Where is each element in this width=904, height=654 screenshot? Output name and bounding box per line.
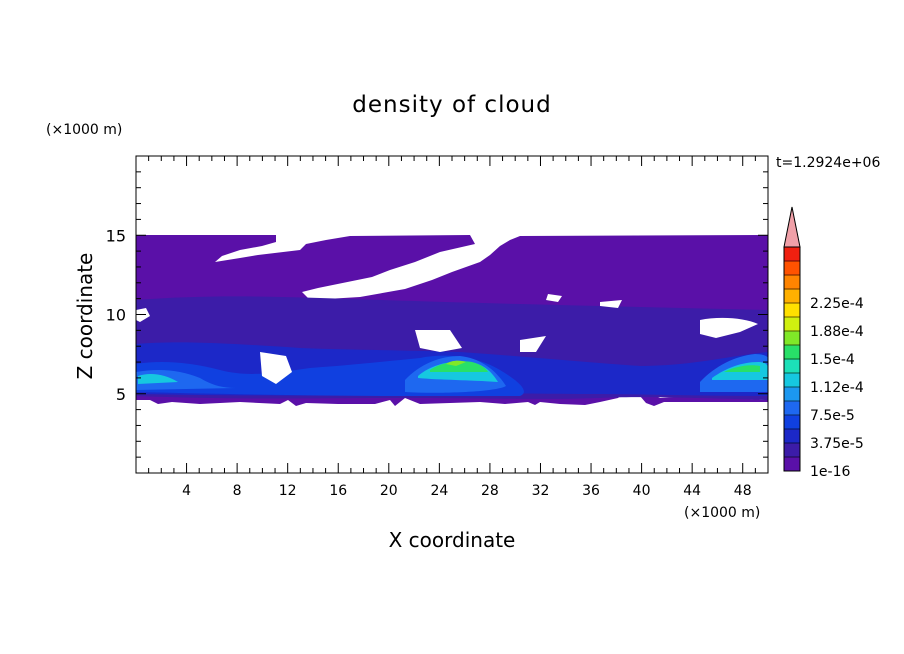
y-unit-label: (×1000 m): [46, 122, 122, 138]
colorbar-label: 1.5e-4: [810, 352, 855, 368]
colorbar-swatch: [784, 429, 800, 444]
x-tick-label: 28: [481, 483, 499, 499]
y-axis-label: Z coordinate: [73, 253, 97, 380]
colorbar-swatch: [784, 415, 800, 430]
x-tick-label: 32: [532, 483, 550, 499]
x-tick-label: 12: [279, 483, 297, 499]
x-tick-label: 4: [182, 483, 191, 499]
colorbar-label: 1.88e-4: [810, 324, 864, 340]
colorbar-swatch: [784, 401, 800, 416]
colorbar-label: 7.5e-5: [810, 408, 855, 424]
x-unit-label: (×1000 m): [684, 505, 760, 521]
colorbar-swatch: [784, 373, 800, 388]
colorbar-swatch: [784, 359, 800, 374]
x-tick-label: 8: [233, 483, 242, 499]
x-tick-label: 16: [329, 483, 347, 499]
colorbar-swatch: [784, 331, 800, 346]
x-tick-label: 36: [582, 483, 600, 499]
colorbar-label: 3.75e-5: [810, 436, 864, 452]
x-tick-label: 24: [430, 483, 448, 499]
x-tick-label: 48: [734, 483, 752, 499]
colorbar-swatch: [784, 345, 800, 360]
x-axis: 4 8 12 16 20 24 28 32 36 40 44 48: [148, 156, 756, 499]
cloud-layer-6: [138, 361, 768, 384]
x-tick-label: 20: [380, 483, 398, 499]
x-tick-label: 40: [633, 483, 651, 499]
colorbar-swatch: [784, 247, 800, 262]
chart-title: density of cloud: [352, 92, 551, 118]
colorbar-swatch: [784, 443, 800, 458]
colorbar-swatch: [784, 261, 800, 276]
colorbar-swatch: [784, 317, 800, 332]
colorbar-label: 2.25e-4: [810, 296, 864, 312]
cloud-field: [136, 235, 768, 406]
cloud-layer-8: [446, 360, 466, 366]
colorbar-label: 1e-16: [810, 464, 850, 480]
y-tick-label: 15: [106, 226, 126, 245]
colorbar-swatch: [784, 275, 800, 290]
x-axis-label: X coordinate: [389, 528, 516, 552]
y-axis: 5 10 15: [106, 171, 768, 458]
x-tick-label: 44: [683, 483, 701, 499]
time-label: t=1.2924e+06: [776, 155, 880, 171]
clear-gap: [136, 294, 758, 384]
colorbar-swatch: [784, 387, 800, 402]
colorbar-label: 1.12e-4: [810, 380, 864, 396]
colorbar-swatch: [784, 289, 800, 304]
colorbar-overflow-triangle: [783, 206, 801, 248]
colorbar-swatch: [784, 303, 800, 318]
colorbar: 1e-16 3.75e-5 7.5e-5 1.12e-4 1.5e-4 1.88e-4 2.…: [783, 206, 864, 480]
y-tick-label: 5: [116, 385, 126, 404]
colorbar-swatch: [784, 457, 800, 472]
y-tick-label: 10: [106, 306, 126, 325]
